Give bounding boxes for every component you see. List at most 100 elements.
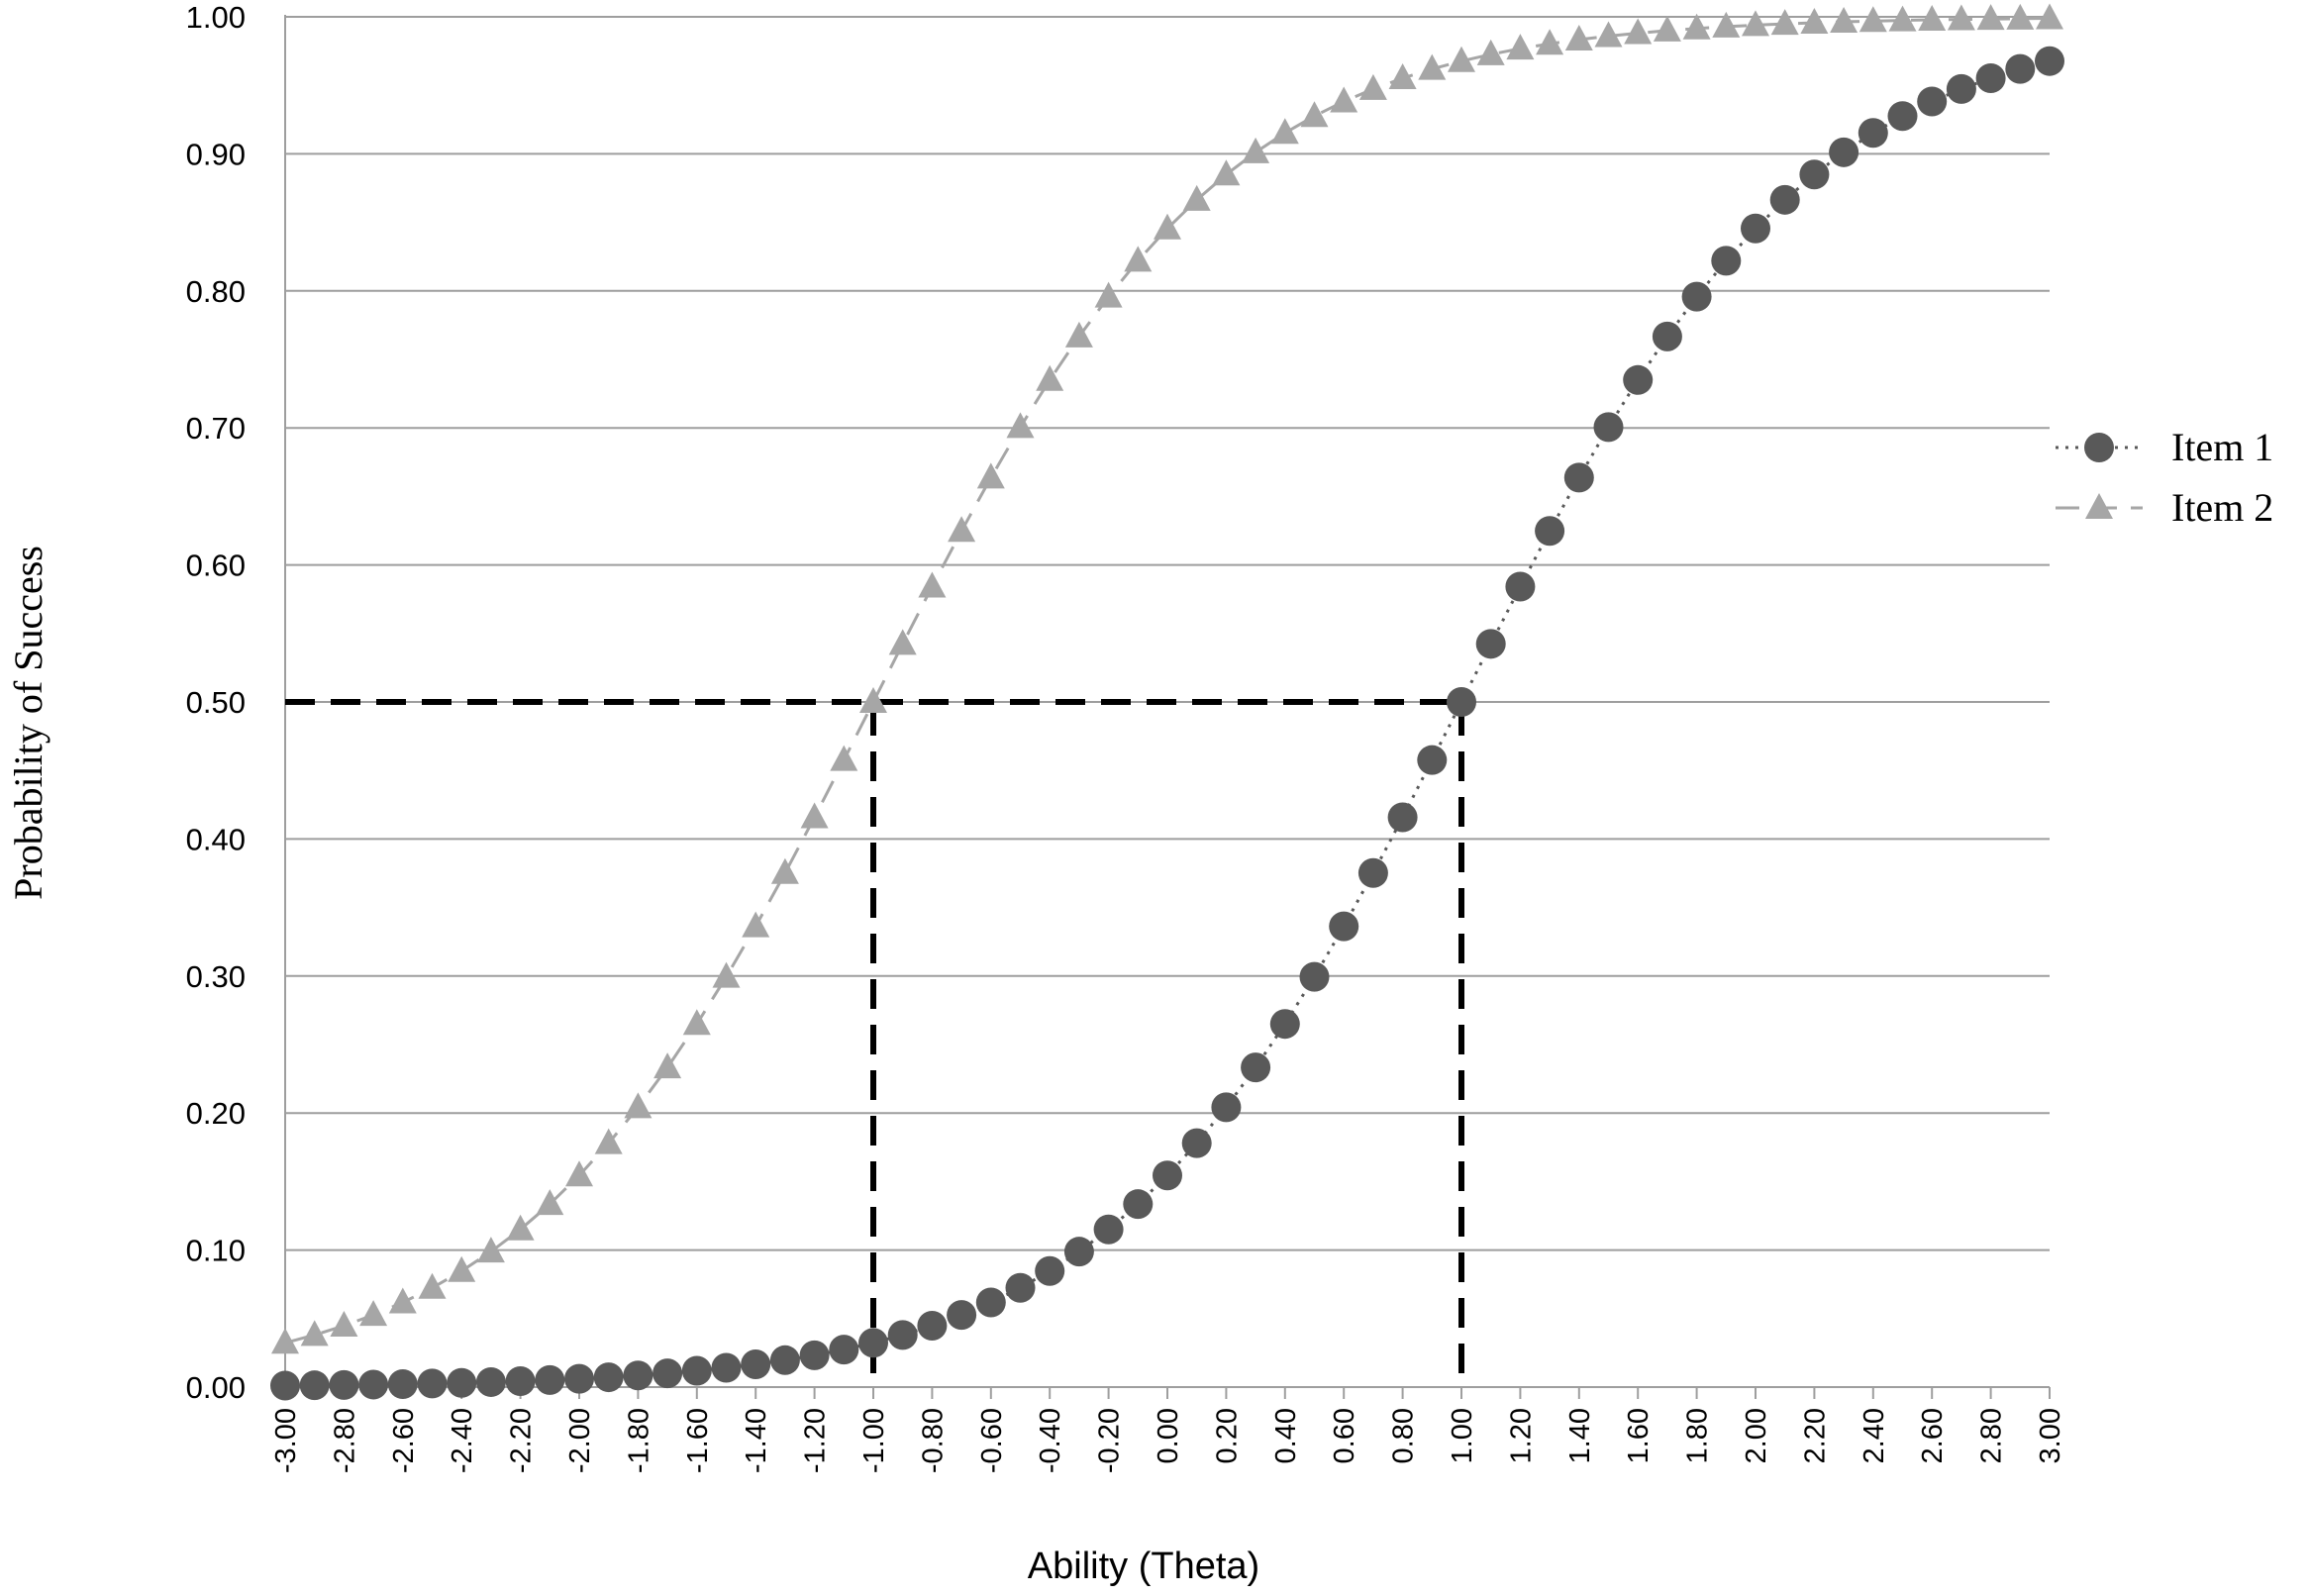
marker-item-1 — [1475, 629, 1506, 659]
marker-item-2 — [1182, 184, 1211, 211]
marker-item-1 — [417, 1368, 448, 1399]
x-tick-label: -0.80 — [917, 1408, 949, 1473]
x-tick-label: -2.00 — [564, 1408, 596, 1473]
marker-item-2 — [1947, 4, 1975, 31]
marker-item-2 — [1270, 118, 1299, 145]
x-tick-label: -0.40 — [1035, 1408, 1066, 1473]
marker-item-2 — [1506, 34, 1535, 60]
y-tick-label: 0.80 — [186, 274, 246, 309]
marker-item-1 — [1563, 462, 1594, 493]
marker-item-1 — [1447, 687, 1476, 717]
marker-item-2 — [388, 1287, 417, 1314]
x-tick-label: -2.40 — [447, 1408, 478, 1473]
marker-item-1 — [329, 1369, 359, 1400]
marker-item-2 — [830, 745, 858, 771]
marker-item-2 — [476, 1237, 505, 1263]
reference-line-1 — [285, 699, 876, 1387]
marker-item-1 — [1593, 412, 1624, 443]
marker-item-2 — [1742, 10, 1769, 37]
legend: Item 1 Item 2 — [2056, 425, 2273, 530]
marker-item-1 — [623, 1360, 653, 1391]
x-tick-label: -1.00 — [858, 1408, 890, 1473]
x-tick-label: -2.60 — [388, 1408, 420, 1473]
marker-item-2 — [859, 687, 887, 713]
marker-item-1 — [564, 1363, 594, 1394]
marker-item-1 — [1181, 1128, 1212, 1158]
x-tick-label: 3.00 — [2035, 1408, 2066, 1463]
x-tick-label: 2.20 — [1799, 1408, 1831, 1463]
marker-item-1 — [1093, 1214, 1124, 1245]
y-tick-labels: 0.00 0.10 0.20 0.30 0.40 0.50 0.60 0.70 0.80 0.90… — [186, 0, 246, 1405]
marker-item-1 — [1711, 246, 1742, 276]
marker-item-2 — [418, 1272, 447, 1299]
x-tick-label: 0.60 — [1329, 1408, 1360, 1463]
marker-item-2 — [594, 1128, 623, 1154]
marker-item-1 — [1535, 516, 1565, 547]
marker-item-1 — [769, 1345, 800, 1375]
marker-item-2 — [1154, 213, 1181, 240]
marker-item-1 — [1769, 184, 1800, 215]
marker-item-2 — [1094, 281, 1123, 308]
x-tick-labels: -3.00 -2.80 -2.60 -2.40 -2.20 -2.00 -1.80 -1.60… — [270, 1408, 2066, 1473]
y-tick-label: 0.30 — [186, 959, 246, 994]
marker-item-2 — [918, 571, 947, 598]
marker-item-2 — [1830, 7, 1858, 34]
marker-item-2 — [1330, 86, 1358, 113]
marker-item-1 — [653, 1358, 683, 1389]
marker-item-1 — [1387, 802, 1418, 833]
x-axis-label: Ability (Theta) — [1028, 1546, 1259, 1587]
marker-item-2 — [536, 1189, 564, 1216]
marker-item-1 — [1975, 62, 2006, 93]
x-tick-label: -1.80 — [623, 1408, 654, 1473]
x-tick-label: -2.20 — [506, 1408, 538, 1473]
marker-item-2 — [1800, 7, 1829, 34]
marker-item-2 — [1242, 137, 1270, 163]
marker-item-1 — [1946, 73, 1976, 104]
marker-item-2 — [1653, 15, 1681, 42]
marker-item-1 — [299, 1370, 330, 1401]
marker-item-1 — [1799, 159, 1830, 190]
marker-item-2 — [712, 961, 741, 988]
marker-item-1 — [975, 1287, 1006, 1318]
x-tick-label: 2.00 — [1741, 1408, 1772, 1463]
x-tick-label: 0.40 — [1270, 1408, 1302, 1463]
marker-item-1 — [387, 1368, 418, 1399]
marker-item-2 — [800, 802, 829, 829]
y-tick-label: 0.20 — [186, 1096, 246, 1131]
marker-item-2 — [1006, 412, 1035, 439]
marker-item-1 — [858, 1328, 888, 1358]
x-tick-label: 0.20 — [1211, 1408, 1243, 1463]
marker-item-1 — [1623, 364, 1654, 395]
marker-item-2 — [624, 1092, 653, 1119]
marker-item-2 — [1064, 321, 1093, 348]
marker-item-1 — [535, 1364, 565, 1395]
x-tick-label: 1.20 — [1505, 1408, 1537, 1463]
marker-item-1 — [358, 1369, 389, 1400]
marker-item-1 — [593, 1362, 624, 1393]
marker-item-1 — [1005, 1272, 1036, 1303]
marker-item-1 — [947, 1300, 977, 1331]
marker-item-2 — [1564, 25, 1593, 51]
marker-item-1 — [1357, 857, 1388, 888]
marker-item-1 — [1741, 213, 1770, 244]
marker-item-1 — [1123, 1189, 1154, 1220]
marker-item-1 — [1063, 1237, 1094, 1267]
x-tick-label: -1.20 — [800, 1408, 832, 1473]
marker-item-1 — [711, 1352, 742, 1383]
y-tick-label: 0.00 — [186, 1370, 246, 1405]
x-tick-label: -0.20 — [1094, 1408, 1126, 1473]
x-tick-label: -2.80 — [329, 1408, 360, 1473]
marker-item-2 — [976, 462, 1005, 489]
marker-item-2 — [888, 629, 917, 655]
marker-item-1 — [1681, 281, 1712, 312]
x-tick-label: 2.60 — [1917, 1408, 1949, 1463]
reference-lines — [285, 699, 1464, 1387]
marker-item-2 — [271, 1328, 299, 1354]
marker-item-1 — [1329, 911, 1359, 942]
marker-item-2 — [448, 1255, 476, 1282]
x-tick-label: 1.80 — [1682, 1408, 1714, 1463]
y-tick-label: 0.70 — [186, 411, 246, 446]
marker-item-2 — [1418, 53, 1447, 80]
marker-item-1 — [1241, 1052, 1271, 1083]
marker-item-2 — [1594, 21, 1623, 48]
